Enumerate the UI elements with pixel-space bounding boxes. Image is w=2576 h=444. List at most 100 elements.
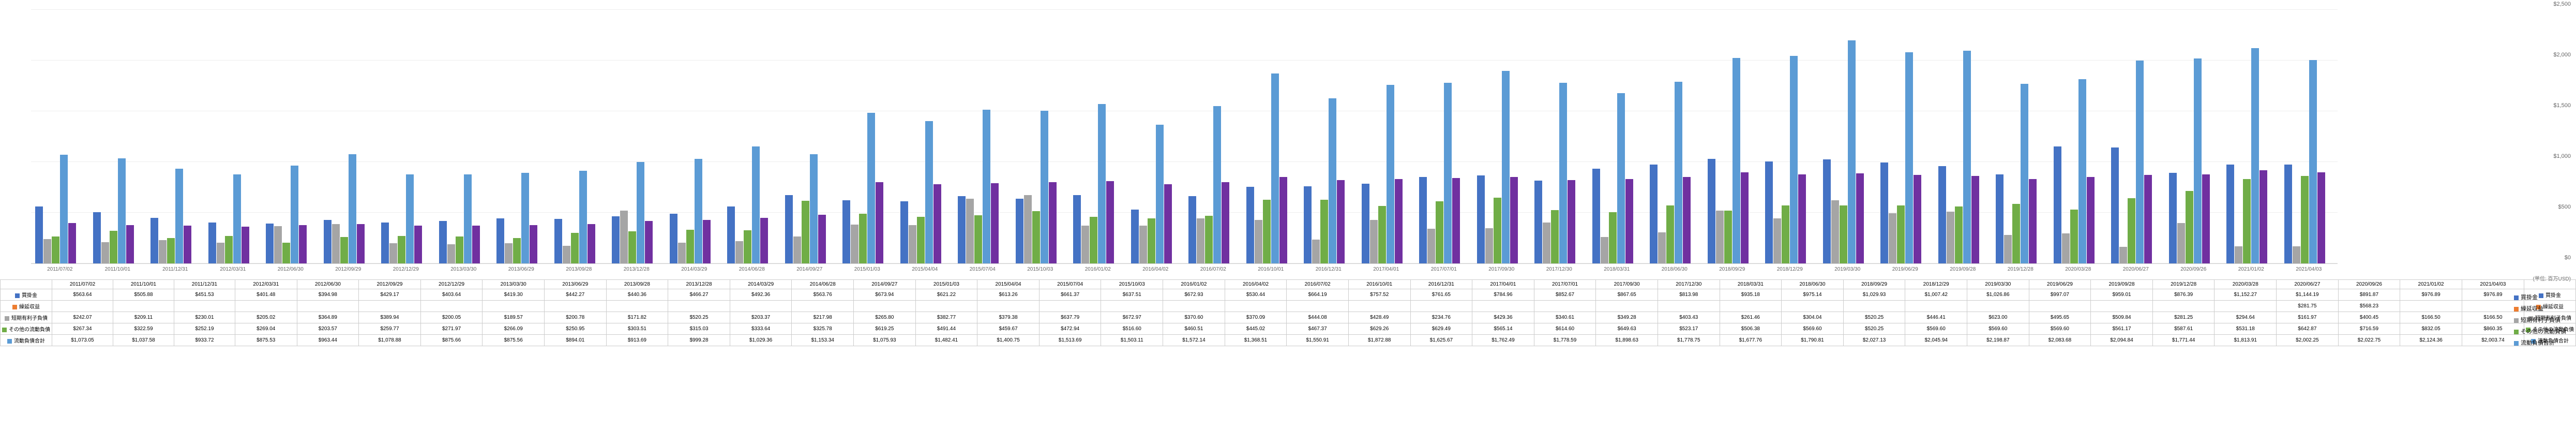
- table-cell: $1,007.42: [1905, 289, 1967, 301]
- table-header-cell: 2011/12/31: [174, 280, 235, 289]
- bar-kaikakekin: [2169, 173, 2177, 263]
- table-cell: $171.82: [606, 312, 668, 323]
- table-cell: $382.77: [915, 312, 977, 323]
- bar-sonota: [398, 236, 405, 263]
- bar-extra: [1337, 180, 1345, 263]
- bar-tanki: [1485, 228, 1493, 263]
- bar-sonota: [571, 233, 579, 263]
- table-cell: $203.57: [297, 323, 359, 335]
- table-cell: [2152, 301, 2215, 312]
- bar-goukei: [2136, 61, 2144, 263]
- table-cell: $1,144.19: [2277, 289, 2339, 301]
- table-cell: $389.94: [359, 312, 421, 323]
- bar-goukei: [1617, 93, 1625, 263]
- table-cell: $370.09: [1225, 312, 1287, 323]
- bar-extra: [414, 226, 422, 263]
- bar-kaikakekin: [554, 219, 562, 263]
- bar-group: [2169, 58, 2210, 263]
- bar-extra: [1914, 175, 1921, 263]
- table-header-cell: 2020/09/26: [2338, 280, 2400, 289]
- bar-extra: [1510, 177, 1518, 263]
- table-cell: $281.75: [2277, 301, 2339, 312]
- table-cell: $523.17: [1658, 323, 1720, 335]
- bar-sonota: [1897, 205, 1905, 263]
- bar-sonota: [2012, 204, 2020, 263]
- bar-tanki: [1427, 229, 1435, 263]
- bar-goukei: [1675, 82, 1682, 263]
- table-cell: [792, 301, 854, 312]
- table-cell: $492.36: [730, 289, 792, 301]
- bar-group: [1765, 56, 1806, 263]
- table-cell: [52, 301, 113, 312]
- table-row: 短期有利子負債$242.07$209.11$230.01$205.02$364.…: [1, 312, 2576, 323]
- bar-sonota: [1320, 200, 1328, 263]
- table-cell: [668, 301, 730, 312]
- x-label: 2017/09/30: [1488, 267, 1514, 272]
- x-label: 2016/12/31: [1316, 267, 1342, 272]
- bar-group: [670, 159, 711, 263]
- table-cell: $520.25: [668, 312, 730, 323]
- table-cell: $419.30: [483, 289, 545, 301]
- table-cell: $429.36: [1472, 312, 1534, 323]
- table-header-cell: 2012/12/29: [420, 280, 483, 289]
- bar-goukei: [233, 174, 241, 263]
- bar-kaikakekin: [958, 196, 966, 263]
- table-cell: $975.14: [1782, 289, 1844, 301]
- bar-extra: [1798, 174, 1806, 263]
- table-cell: $340.61: [1534, 312, 1596, 323]
- bar-goukei: [2021, 84, 2028, 263]
- bar-tanki: [1543, 223, 1550, 263]
- table-cell: $205.02: [235, 312, 297, 323]
- table-cell: $1,790.81: [1782, 335, 1844, 346]
- bar-extra: [760, 218, 768, 263]
- bar-kaikakekin: [842, 200, 850, 263]
- table-header-row: 2011/07/022011/10/012011/12/312012/03/31…: [1, 280, 2576, 289]
- table-cell: $217.98: [792, 312, 854, 323]
- table-header-cell: 2020/03/28: [2215, 280, 2277, 289]
- table-cell: $832.05: [2400, 323, 2462, 335]
- bar-tanki: [1024, 195, 1032, 263]
- table-cell: [1596, 301, 1658, 312]
- table-cell: $166.50: [2400, 312, 2462, 323]
- bar-kaikakekin: [1708, 159, 1715, 263]
- bar-tanki: [793, 236, 801, 263]
- bar-goukei: [1963, 51, 1971, 263]
- table-cell: [1287, 301, 1349, 312]
- bar-sonota: [1032, 211, 1040, 263]
- table-cell: [235, 301, 297, 312]
- table-cell: $568.23: [2338, 301, 2400, 312]
- bar-kaikakekin: [1477, 175, 1485, 263]
- bar-goukei: [349, 154, 356, 263]
- table-cell: $1,026.86: [1967, 289, 2029, 301]
- table-cell: $265.80: [854, 312, 916, 323]
- bar-goukei: [1156, 125, 1164, 263]
- table-cell: [2091, 301, 2153, 312]
- bar-extra: [1856, 173, 1864, 263]
- bar-kaikakekin: [1016, 199, 1023, 263]
- y-tick: $0: [2565, 255, 2571, 261]
- bar-kaikakekin: [208, 223, 216, 263]
- bar-sonota: [52, 236, 59, 263]
- table-cell: $1,513.69: [1039, 335, 1101, 346]
- table-cell: $1,029.93: [1843, 289, 1905, 301]
- x-label: 2015/10/03: [1027, 267, 1053, 272]
- table-header-cell: 2016/12/31: [1410, 280, 1472, 289]
- bar-sonota: [1494, 198, 1501, 263]
- table-cell: $325.78: [792, 323, 854, 335]
- table-header-cell: 2016/01/02: [1163, 280, 1225, 289]
- bar-tanki: [1831, 200, 1839, 263]
- bar-sonota: [1782, 205, 1789, 263]
- table-cell: $629.49: [1410, 323, 1472, 335]
- row-header-cell: その他の流動負債: [1, 323, 52, 335]
- bar-tanki: [1312, 240, 1320, 263]
- bar-sonota: [1205, 216, 1213, 263]
- table-cell: $403.64: [420, 289, 483, 301]
- bar-extra: [472, 226, 480, 264]
- bar-group: [785, 154, 826, 263]
- bar-sonota: [802, 201, 809, 263]
- bar-group: [1477, 71, 1518, 263]
- table-cell: $569.60: [1905, 323, 1967, 335]
- bar-goukei: [1559, 83, 1567, 263]
- table-cell: $491.44: [915, 323, 977, 335]
- table-cell: $649.63: [1596, 323, 1658, 335]
